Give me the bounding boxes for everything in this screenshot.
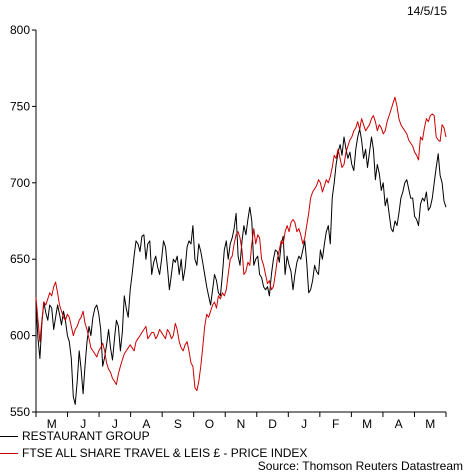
x-tick-label: J xyxy=(301,417,307,431)
x-tick-label: O xyxy=(205,417,214,431)
x-tick-label: S xyxy=(174,417,182,431)
x-tick-label: J xyxy=(112,417,118,431)
y-tick-label: 600 xyxy=(10,329,30,343)
series-lines xyxy=(35,96,447,405)
source-note: Source: Thomson Reuters Datastream xyxy=(257,459,463,473)
y-axis: 550 600 650 700 750 800 xyxy=(10,23,37,419)
y-tick-label: 750 xyxy=(10,99,30,113)
x-tick-label: N xyxy=(237,417,246,431)
legend-item-ftse-travel-leisure: FTSE ALL SHARE TRAVEL & LEIS £ - PRICE I… xyxy=(0,446,307,460)
date-stamp: 14/5/15 xyxy=(406,4,447,18)
y-tick-label: 800 xyxy=(10,23,30,37)
x-tick-label: D xyxy=(268,417,277,431)
y-tick-label: 650 xyxy=(10,252,30,266)
x-tick-label: M xyxy=(47,417,57,431)
y-tick-label: 700 xyxy=(10,176,30,190)
legend-item-restaurant-group: RESTAURANT GROUP xyxy=(0,429,150,443)
x-tick-label: F xyxy=(332,417,339,431)
legend-swatch-red xyxy=(0,453,18,455)
y-tick-label: 550 xyxy=(10,405,30,419)
series-line-0 xyxy=(35,128,447,405)
x-tick-label: J xyxy=(80,417,86,431)
legend-swatch-black xyxy=(0,436,18,438)
legend-label: RESTAURANT GROUP xyxy=(22,429,150,443)
x-tick-label: A xyxy=(142,417,150,431)
x-tick-label: M xyxy=(362,417,372,431)
series-line-1 xyxy=(35,96,447,392)
x-tick-label: A xyxy=(395,417,403,431)
x-tick-label: M xyxy=(425,417,435,431)
legend-label: FTSE ALL SHARE TRAVEL & LEIS £ - PRICE I… xyxy=(22,446,308,460)
